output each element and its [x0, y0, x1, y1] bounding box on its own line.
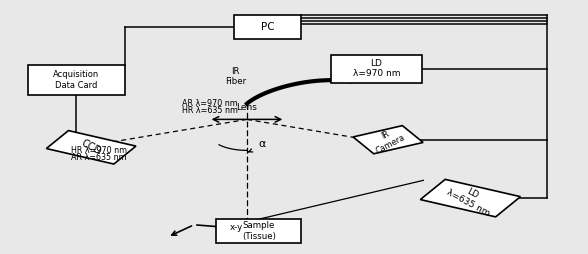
Text: HR λ=970 nm: HR λ=970 nm — [71, 146, 126, 155]
Text: LD
λ=635 nm: LD λ=635 nm — [445, 178, 496, 218]
Text: CCD: CCD — [79, 138, 103, 157]
FancyBboxPatch shape — [420, 179, 520, 217]
Text: x-y: x-y — [229, 223, 243, 232]
Text: Sample
(Tissue): Sample (Tissue) — [242, 221, 276, 241]
FancyBboxPatch shape — [330, 55, 422, 83]
FancyBboxPatch shape — [28, 66, 125, 94]
Text: IR
Camera: IR Camera — [369, 124, 407, 156]
Text: IR
Fiber: IR Fiber — [225, 67, 246, 86]
Text: Acquisition
Data Card: Acquisition Data Card — [54, 70, 99, 90]
FancyBboxPatch shape — [46, 131, 136, 164]
Text: AR λ=635 nm: AR λ=635 nm — [71, 153, 126, 162]
FancyBboxPatch shape — [234, 14, 302, 39]
Text: LD
λ=970 nm: LD λ=970 nm — [353, 59, 400, 78]
Text: α: α — [259, 138, 266, 149]
Text: HR λ=635 nm: HR λ=635 nm — [182, 106, 238, 115]
Text: PC: PC — [260, 22, 275, 32]
Text: AR λ=970 nm: AR λ=970 nm — [182, 99, 238, 108]
FancyBboxPatch shape — [216, 219, 301, 243]
FancyBboxPatch shape — [353, 126, 423, 154]
Text: Lens: Lens — [236, 103, 258, 112]
